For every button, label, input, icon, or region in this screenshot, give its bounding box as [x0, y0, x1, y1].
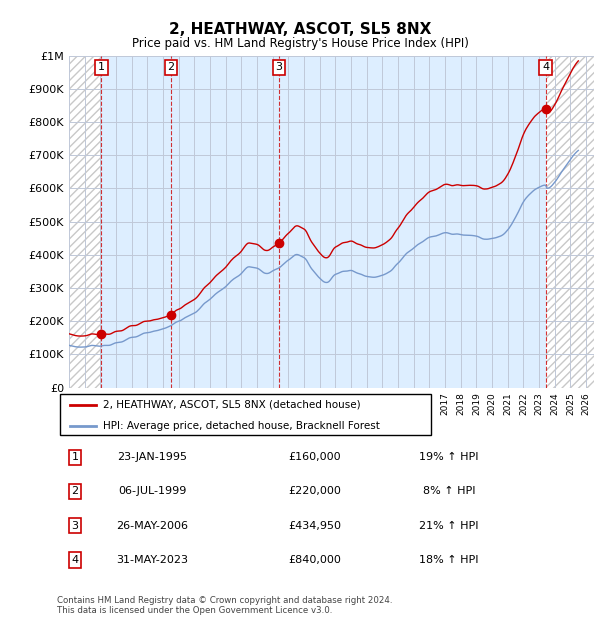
Text: £220,000: £220,000 [289, 487, 341, 497]
Text: 23-JAN-1995: 23-JAN-1995 [118, 452, 187, 463]
Text: 31-MAY-2023: 31-MAY-2023 [116, 555, 188, 565]
Text: 3: 3 [275, 63, 283, 73]
Text: 26-MAY-2006: 26-MAY-2006 [116, 521, 188, 531]
Text: 2, HEATHWAY, ASCOT, SL5 8NX: 2, HEATHWAY, ASCOT, SL5 8NX [169, 22, 431, 37]
Text: 19% ↑ HPI: 19% ↑ HPI [419, 452, 479, 463]
Bar [69, 56, 101, 388]
Text: 1: 1 [71, 452, 79, 463]
Text: £160,000: £160,000 [289, 452, 341, 463]
Text: 2: 2 [71, 487, 79, 497]
Bar [545, 56, 594, 388]
Text: 2, HEATHWAY, ASCOT, SL5 8NX (detached house): 2, HEATHWAY, ASCOT, SL5 8NX (detached ho… [103, 400, 361, 410]
Text: £434,950: £434,950 [289, 521, 341, 531]
Text: £840,000: £840,000 [289, 555, 341, 565]
Text: Contains HM Land Registry data © Crown copyright and database right 2024.
This d: Contains HM Land Registry data © Crown c… [57, 596, 392, 615]
FancyBboxPatch shape [59, 394, 431, 435]
Text: 06-JUL-1999: 06-JUL-1999 [118, 487, 187, 497]
Text: 4: 4 [542, 63, 549, 73]
Text: 18% ↑ HPI: 18% ↑ HPI [419, 555, 479, 565]
Text: 8% ↑ HPI: 8% ↑ HPI [423, 487, 475, 497]
Text: 1: 1 [98, 63, 105, 73]
Text: 2: 2 [167, 63, 175, 73]
Text: 21% ↑ HPI: 21% ↑ HPI [419, 521, 479, 531]
Text: 3: 3 [71, 521, 79, 531]
Text: 4: 4 [71, 555, 79, 565]
Text: Price paid vs. HM Land Registry's House Price Index (HPI): Price paid vs. HM Land Registry's House … [131, 37, 469, 50]
Text: HPI: Average price, detached house, Bracknell Forest: HPI: Average price, detached house, Brac… [103, 421, 380, 431]
